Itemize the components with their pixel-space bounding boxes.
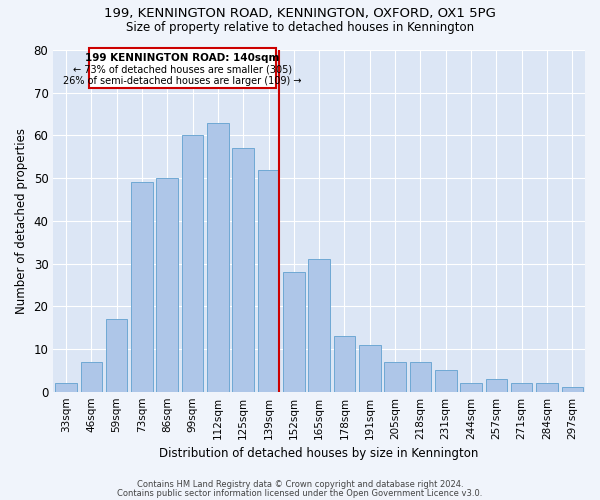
Bar [80,362,102,392]
Bar [536,383,558,392]
Bar [106,319,127,392]
Bar [232,148,254,392]
Bar [89,48,276,88]
Text: 199, KENNINGTON ROAD, KENNINGTON, OXFORD, OX1 5PG: 199, KENNINGTON ROAD, KENNINGTON, OXFORD… [104,8,496,20]
Bar [562,388,583,392]
Bar [359,344,380,392]
Text: Contains public sector information licensed under the Open Government Licence v3: Contains public sector information licen… [118,488,482,498]
Bar [460,383,482,392]
Bar [157,178,178,392]
Bar [131,182,152,392]
Y-axis label: Number of detached properties: Number of detached properties [15,128,28,314]
Bar [55,383,77,392]
Text: 199 KENNINGTON ROAD: 140sqm: 199 KENNINGTON ROAD: 140sqm [85,54,280,64]
Bar [182,136,203,392]
Bar [283,272,305,392]
Bar [258,170,279,392]
Bar [410,362,431,392]
Bar [485,379,507,392]
Bar [308,260,330,392]
Bar [334,336,355,392]
X-axis label: Distribution of detached houses by size in Kennington: Distribution of detached houses by size … [160,447,479,460]
Text: Size of property relative to detached houses in Kennington: Size of property relative to detached ho… [126,21,474,34]
Bar [435,370,457,392]
Bar [385,362,406,392]
Bar [511,383,532,392]
Text: 26% of semi-detached houses are larger (109) →: 26% of semi-detached houses are larger (… [63,76,302,86]
Text: ← 73% of detached houses are smaller (305): ← 73% of detached houses are smaller (30… [73,65,292,75]
Bar [207,122,229,392]
Text: Contains HM Land Registry data © Crown copyright and database right 2024.: Contains HM Land Registry data © Crown c… [137,480,463,489]
